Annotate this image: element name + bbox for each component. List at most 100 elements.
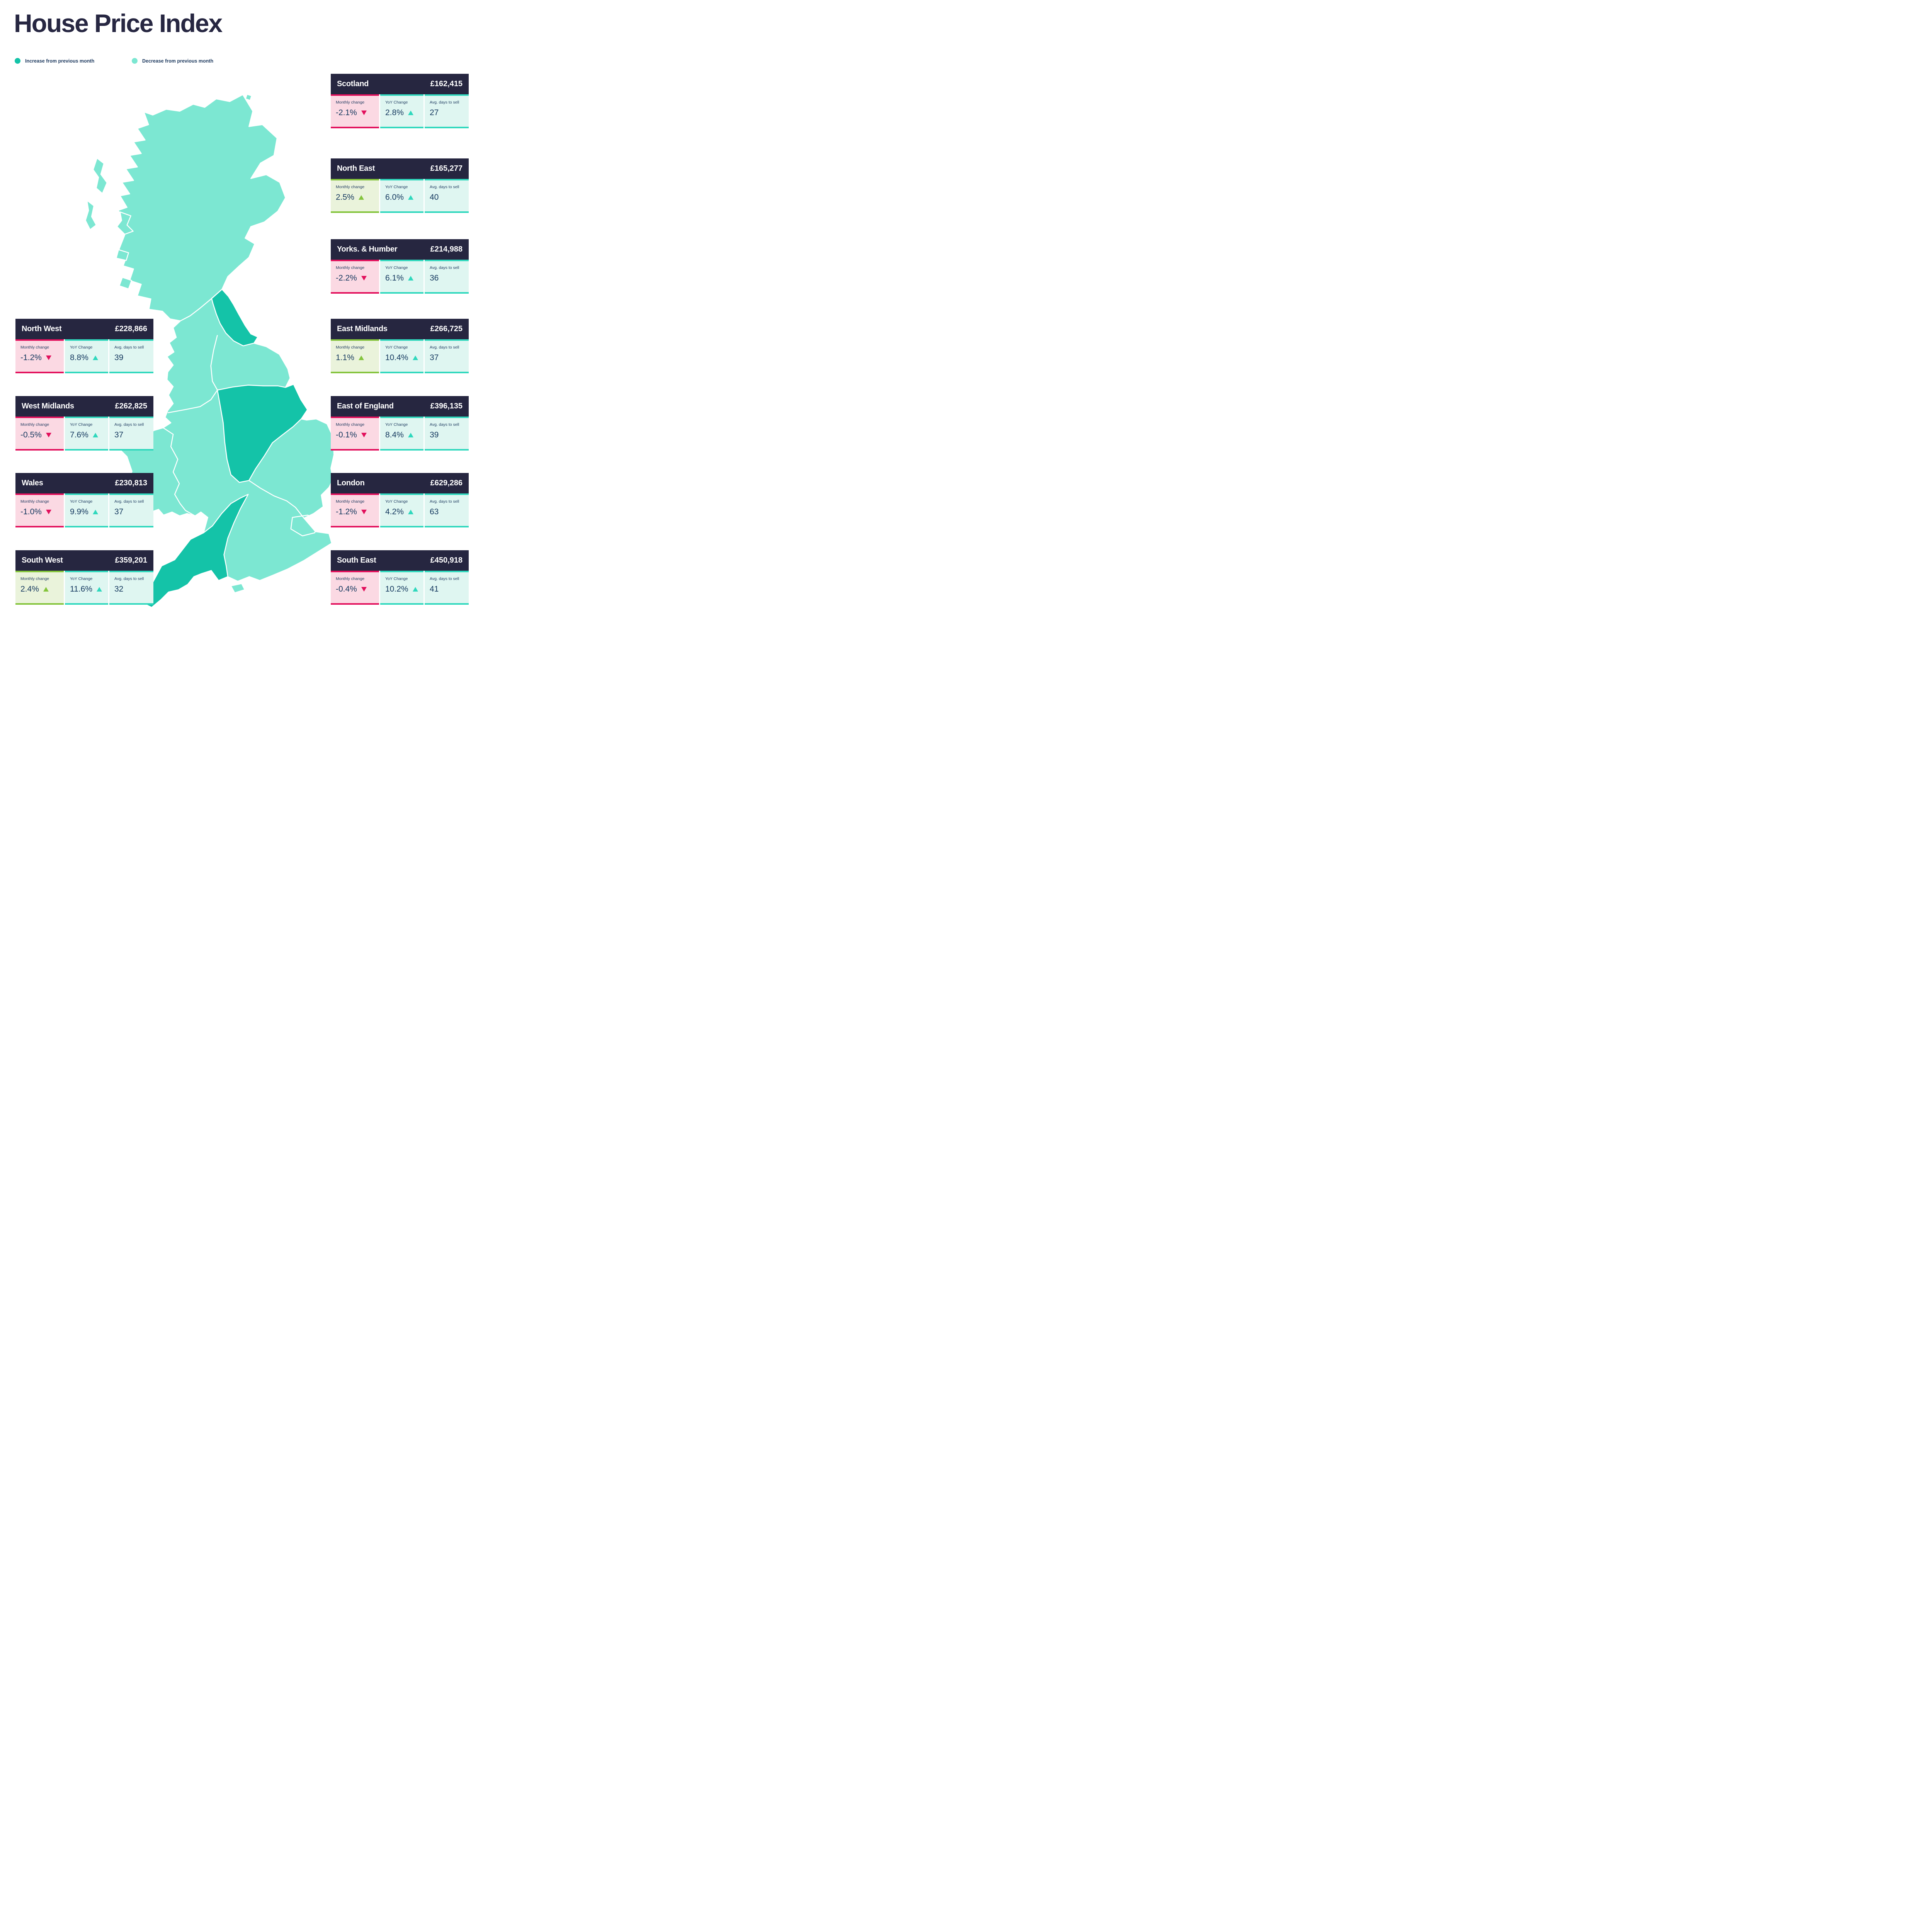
stat-label: YoY Change — [70, 345, 93, 350]
uk-map — [85, 94, 335, 608]
region-name: North West — [22, 325, 62, 333]
stat-label: YoY Change — [385, 185, 408, 189]
trend-triangle-icon — [358, 355, 364, 360]
stat-label: YoY Change — [385, 345, 408, 350]
scottish-islands — [85, 94, 252, 289]
avg-days-stat: Avg. days to sell 39 — [109, 339, 153, 373]
monthly-change-value: -0.4% — [336, 585, 357, 594]
yoy-change-value: 8.8% — [70, 353, 88, 362]
stat-label: Monthly change — [336, 577, 365, 581]
region-price: £214,988 — [430, 245, 463, 253]
yoy-change-stat: YoY Change 6.0% — [380, 179, 423, 213]
trend-triangle-icon — [361, 510, 367, 514]
stat-label: YoY Change — [385, 100, 408, 105]
monthly-change-value: -2.2% — [336, 274, 357, 282]
monthly-change-stat: Monthly change -0.4% — [331, 571, 379, 605]
stat-label: Avg. days to sell — [430, 185, 459, 189]
region-card-north-west: North West £228,866 Monthly change -1.2%… — [15, 319, 153, 373]
region-price: £162,415 — [430, 80, 463, 88]
yoy-change-value: 9.9% — [70, 507, 88, 516]
trend-triangle-icon — [92, 510, 98, 514]
stat-label: YoY Change — [385, 577, 408, 581]
trend-triangle-icon — [361, 111, 367, 115]
monthly-change-stat: Monthly change 1.1% — [331, 339, 379, 373]
monthly-change-value: -0.5% — [20, 430, 42, 439]
yoy-change-value: 10.4% — [385, 353, 408, 362]
yoy-change-stat: YoY Change 4.2% — [380, 493, 423, 527]
region-price: £629,286 — [430, 479, 463, 487]
region-price: £266,725 — [430, 325, 463, 333]
stat-label: YoY Change — [70, 577, 93, 581]
monthly-change-stat: Monthly change -2.2% — [331, 260, 379, 294]
stat-label: Monthly change — [336, 499, 365, 504]
region-price: £359,201 — [115, 556, 147, 565]
legend-increase-label: Increase from previous month — [25, 58, 95, 64]
region-borders — [163, 335, 318, 537]
trend-triangle-icon — [358, 195, 364, 200]
stat-label: Avg. days to sell — [430, 345, 459, 350]
region-price: £396,135 — [430, 402, 463, 410]
avg-days-value: 39 — [114, 353, 124, 362]
stat-label: Avg. days to sell — [430, 265, 459, 270]
yoy-change-value: 7.6% — [70, 430, 88, 439]
yoy-change-stat: YoY Change 8.4% — [380, 417, 423, 451]
avg-days-stat: Avg. days to sell 32 — [109, 571, 153, 605]
monthly-change-value: -0.1% — [336, 430, 357, 439]
stat-label: Avg. days to sell — [430, 499, 459, 504]
legend-decrease: Decrease from previous month — [132, 58, 213, 64]
yoy-change-value: 8.4% — [385, 430, 404, 439]
stat-label: Avg. days to sell — [430, 577, 459, 581]
avg-days-stat: Avg. days to sell 41 — [425, 571, 469, 605]
region-name: Scotland — [337, 80, 369, 88]
region-card-scotland: Scotland £162,415 Monthly change -2.1% Y… — [331, 74, 469, 128]
region-card-north-east: North East £165,277 Monthly change 2.5% … — [331, 158, 469, 213]
page-title: House Price Index — [14, 9, 223, 37]
yoy-change-value: 4.2% — [385, 507, 404, 516]
region-price: £450,918 — [430, 556, 463, 565]
region-london-outline — [290, 514, 318, 537]
stat-label: Monthly change — [336, 265, 365, 270]
region-card-south-east: South East £450,918 Monthly change -0.4%… — [331, 550, 469, 605]
avg-days-stat: Avg. days to sell 63 — [425, 493, 469, 527]
region-card-west-midlands: West Midlands £262,825 Monthly change -0… — [15, 396, 153, 451]
region-name: West Midlands — [22, 402, 74, 410]
stat-label: Avg. days to sell — [114, 345, 144, 350]
avg-days-value: 27 — [430, 108, 439, 117]
yoy-change-stat: YoY Change 11.6% — [65, 571, 108, 605]
yoy-change-stat: YoY Change 8.8% — [65, 339, 108, 373]
yoy-change-stat: YoY Change 7.6% — [65, 417, 108, 451]
region-card-east-of-england: East of England £396,135 Monthly change … — [331, 396, 469, 451]
monthly-change-value: -1.0% — [20, 507, 42, 516]
increase-dot-icon — [15, 58, 20, 64]
trend-triangle-icon — [408, 510, 413, 514]
trend-triangle-icon — [92, 433, 98, 437]
monthly-change-stat: Monthly change 2.5% — [331, 179, 379, 213]
stat-label: Avg. days to sell — [430, 100, 459, 105]
avg-days-stat: Avg. days to sell 37 — [109, 417, 153, 451]
stat-label: Monthly change — [20, 422, 49, 427]
region-card-london: London £629,286 Monthly change -1.2% YoY… — [331, 473, 469, 527]
stat-label: Monthly change — [336, 422, 365, 427]
region-name: Yorks. & Humber — [337, 245, 398, 253]
trend-triangle-icon — [408, 195, 413, 200]
monthly-change-value: -1.2% — [20, 353, 42, 362]
trend-triangle-icon — [408, 433, 413, 437]
yoy-change-stat: YoY Change 9.9% — [65, 493, 108, 527]
region-price: £165,277 — [430, 164, 463, 173]
trend-triangle-icon — [46, 355, 51, 360]
stat-label: YoY Change — [385, 499, 408, 504]
region-name: South East — [337, 556, 376, 565]
yoy-change-value: 2.8% — [385, 108, 404, 117]
monthly-change-value: 2.5% — [336, 193, 354, 202]
yoy-change-stat: YoY Change 2.8% — [380, 94, 423, 128]
trend-triangle-icon — [412, 587, 418, 592]
region-north-east — [211, 289, 259, 347]
region-price: £262,825 — [115, 402, 147, 410]
stat-label: Avg. days to sell — [114, 577, 144, 581]
region-price: £228,866 — [115, 325, 147, 333]
trend-triangle-icon — [408, 111, 413, 115]
stat-label: YoY Change — [385, 422, 408, 427]
legend-increase: Increase from previous month — [15, 58, 94, 64]
isle-of-wight-island — [230, 583, 245, 594]
avg-days-value: 37 — [114, 430, 124, 439]
